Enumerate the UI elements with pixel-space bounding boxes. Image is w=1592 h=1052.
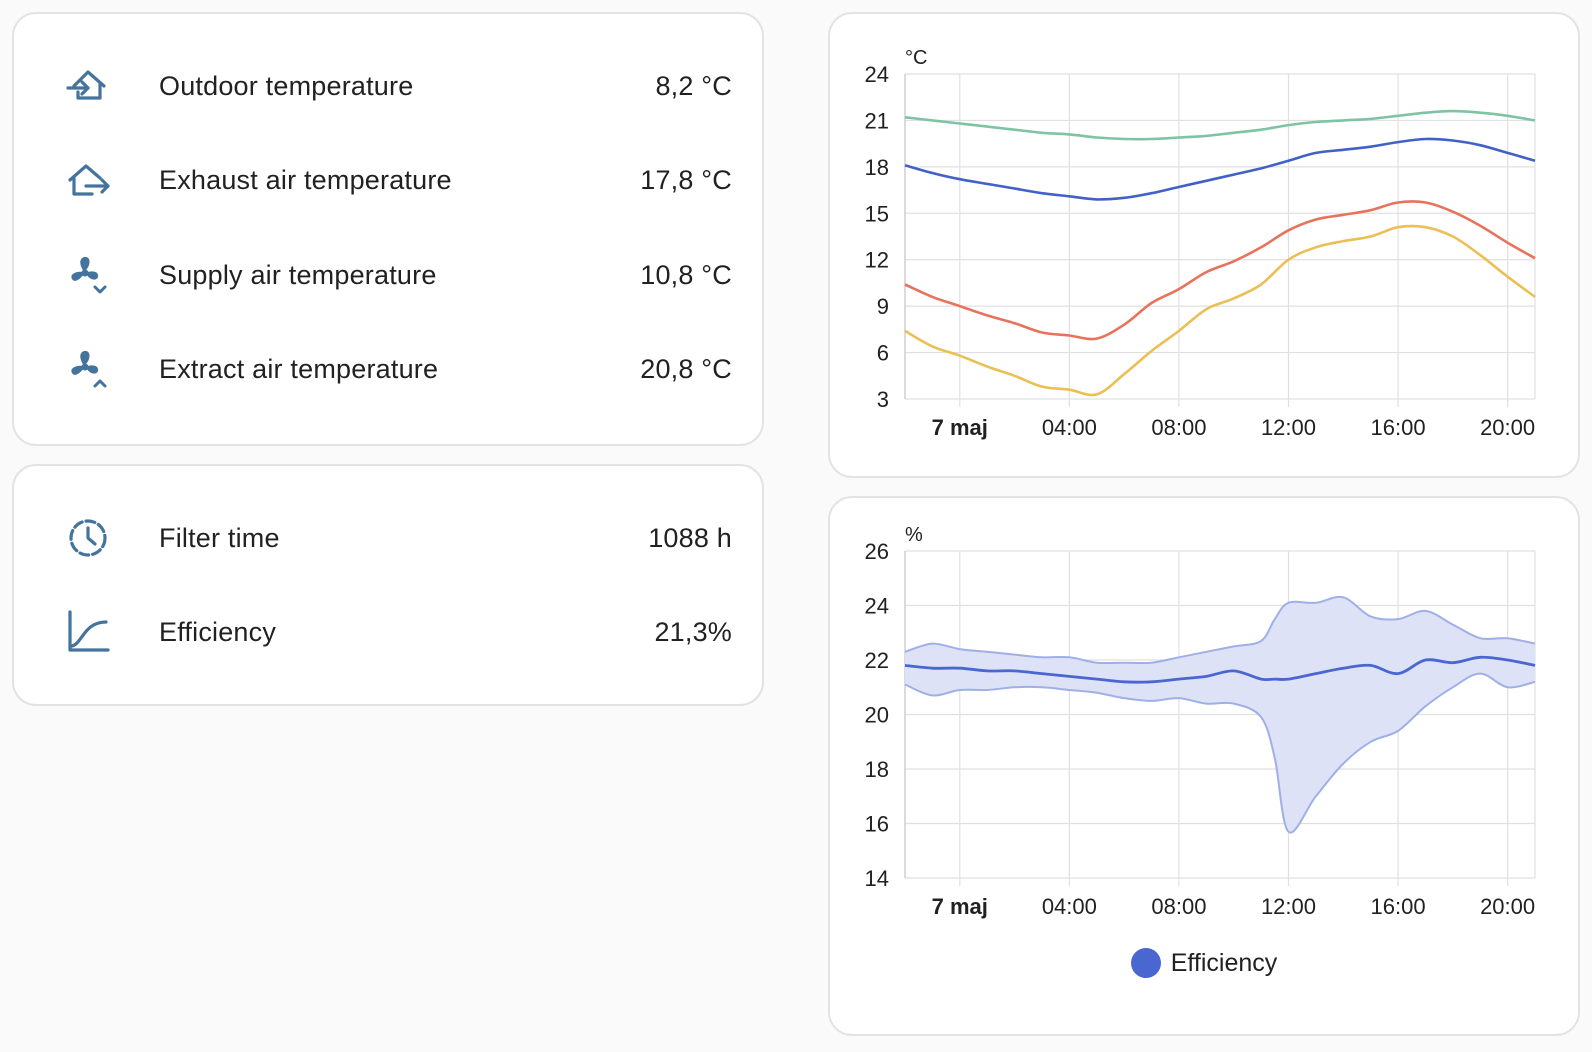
entity-name: Filter time [159, 522, 280, 553]
y-tick-label: 12 [865, 248, 889, 273]
y-tick-label: 14 [865, 866, 889, 891]
x-tick-label: 16:00 [1371, 415, 1426, 440]
entity-row-extract[interactable]: Extract air temperature 20,8 °C [14, 339, 762, 399]
series-line-1 [904, 137, 1536, 201]
entity-row-supply[interactable]: Supply air temperature 10,8 °C [14, 245, 762, 305]
series-line-2 [904, 200, 1536, 341]
y-tick-label: 18 [865, 155, 889, 180]
chart-bell-curve-icon [64, 608, 112, 656]
y-tick-label: 24 [865, 594, 889, 619]
x-tick-label: 7 maj [932, 894, 988, 919]
y-tick-label: 21 [865, 108, 889, 133]
x-tick-label: 08:00 [1151, 415, 1206, 440]
efficiency-history-card: 14 16 18 20 22 24 26 7 maj 04:00 08:00 12:00 16:00 2… [828, 496, 1580, 1036]
y-tick-label: 16 [865, 812, 889, 837]
temperature-chart[interactable]: 3 6 9 12 15 18 21 24 7 maj 04:00 08:00 12:00 16:00 20… [830, 14, 1578, 476]
x-tick-label: 12:00 [1261, 415, 1316, 440]
temperature-history-card: 3 6 9 12 15 18 21 24 7 maj 04:00 08:00 12:00 16:00 20… [828, 12, 1580, 478]
y-tick-label: 15 [865, 201, 889, 226]
efficiency-chart[interactable]: 14 16 18 20 22 24 26 7 maj 04:00 08:00 12:00 16:00 2… [830, 498, 1578, 938]
y-tick-label: 26 [865, 539, 889, 564]
entity-name: Outdoor temperature [159, 70, 414, 101]
entity-value: 8,2 °C [655, 70, 732, 101]
chart-legend[interactable]: Efficiency [830, 948, 1578, 978]
series-line-0 [904, 109, 1536, 141]
x-tick-label: 20:00 [1480, 894, 1535, 919]
home-import-icon [64, 62, 112, 110]
y-tick-label: 20 [865, 703, 889, 728]
y-tick-label: 24 [865, 62, 889, 87]
x-tick-label: 16:00 [1371, 894, 1426, 919]
entity-value: 20,8 °C [640, 353, 732, 384]
x-tick-label: 12:00 [1261, 894, 1316, 919]
y-tick-label: 18 [865, 757, 889, 782]
entity-value: 21,3% [654, 616, 732, 647]
home-export-icon [64, 156, 112, 204]
entity-row-filter-time[interactable]: Filter time 1088 h [14, 508, 762, 568]
entity-name: Supply air temperature [159, 259, 437, 290]
x-tick-label: 04:00 [1042, 894, 1097, 919]
y-tick-label: 3 [877, 387, 889, 412]
entity-row-outdoor[interactable]: Outdoor temperature 8,2 °C [14, 56, 762, 116]
unit-label: % [905, 524, 923, 546]
efficiency-mean-line [904, 655, 1536, 684]
entity-name: Exhaust air temperature [159, 164, 452, 195]
entity-value: 1088 h [648, 522, 732, 553]
legend-label: Efficiency [1170, 948, 1278, 977]
sensor-card: Outdoor temperature 8,2 °C Exhaust air t… [12, 12, 764, 446]
entity-name: Extract air temperature [159, 353, 439, 384]
efficiency-min-line [904, 672, 1536, 834]
fan-chevron-up-icon [64, 345, 112, 393]
y-tick-label: 22 [865, 648, 889, 673]
timer-outline-icon [64, 514, 112, 562]
y-tick-label: 9 [877, 294, 889, 319]
unit-label: °C [905, 47, 927, 69]
entity-row-exhaust[interactable]: Exhaust air temperature 17,8 °C [14, 150, 762, 210]
x-tick-label: 04:00 [1042, 415, 1097, 440]
x-tick-label: 7 maj [932, 415, 988, 440]
entity-row-efficiency[interactable]: Efficiency 21,3% [14, 602, 762, 662]
fan-chevron-down-icon [64, 251, 112, 299]
x-tick-label: 20:00 [1480, 415, 1535, 440]
series-line-3 [904, 224, 1536, 397]
entity-name: Efficiency [159, 616, 277, 647]
stats-card: Filter time 1088 h Efficiency 21,3% [12, 464, 764, 706]
efficiency-max-line [904, 595, 1536, 665]
entity-value: 17,8 °C [640, 164, 732, 195]
efficiency-band [905, 596, 1535, 833]
entity-value: 10,8 °C [640, 259, 732, 290]
y-tick-label: 6 [877, 341, 889, 366]
legend-swatch [1130, 948, 1161, 978]
x-tick-label: 08:00 [1151, 894, 1206, 919]
